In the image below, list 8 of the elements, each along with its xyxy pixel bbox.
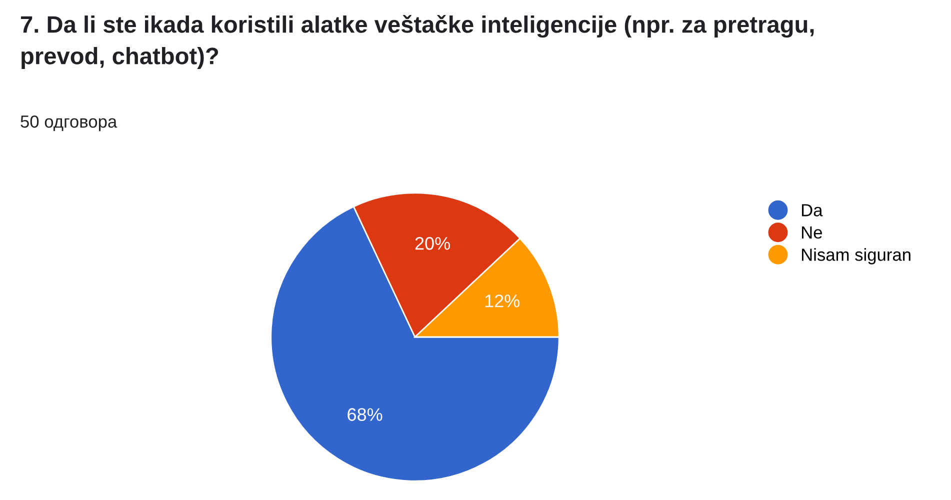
- data-label: 20%: [415, 237, 450, 250]
- legend-label: Ne: [802, 226, 822, 239]
- legend-label: Nisam siguran: [802, 248, 910, 264]
- text: 50 одговора: [20, 115, 118, 132]
- legend-label: Da: [802, 204, 823, 216]
- data-label: 68%: [348, 408, 382, 421]
- chart-title: 7. Da li ste ikada koristili alatke veštačke inteligencije (npr. za pretragu, prevod, chatbot)?: [21, 15, 814, 70]
- data-label: 12%: [485, 294, 520, 308]
